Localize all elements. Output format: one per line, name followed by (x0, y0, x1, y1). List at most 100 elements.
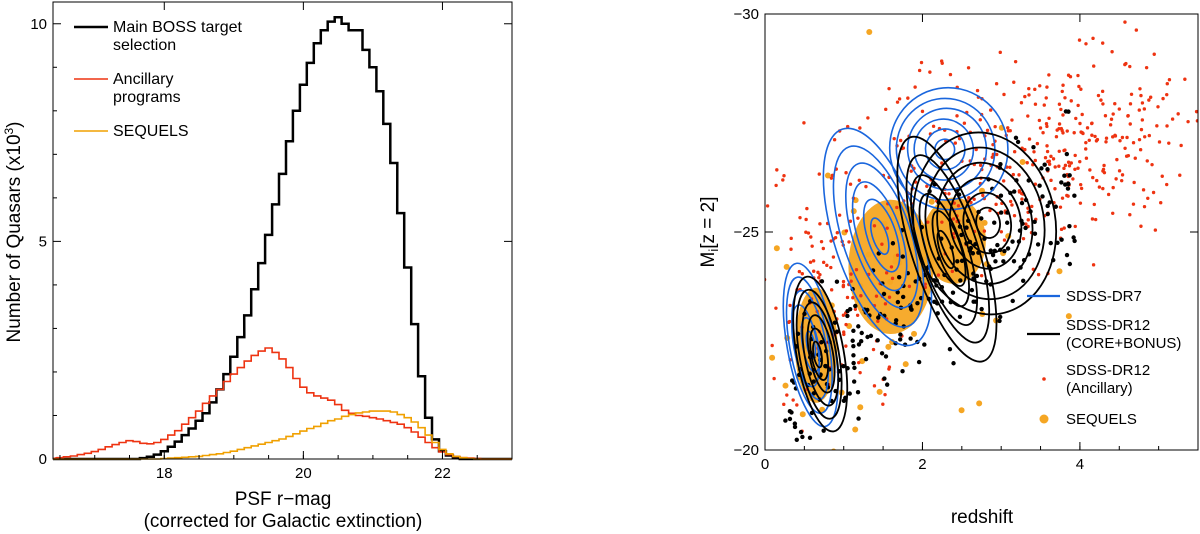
ancillary-point (772, 376, 776, 381)
ancillary-point (1020, 197, 1024, 201)
ancillary-point (1057, 102, 1062, 106)
ancillary-point (837, 213, 842, 217)
right-y-tick-label: −25 (734, 224, 759, 241)
ancillary-point (857, 360, 861, 365)
dr12-point (1032, 219, 1037, 225)
ancillary-point (1044, 122, 1049, 126)
ancillary-point (800, 272, 804, 276)
ancillary-point (871, 347, 876, 352)
ancillary-point (829, 265, 833, 270)
left-y-axis-label-close: ) (4, 121, 25, 127)
ancillary-point (982, 229, 987, 233)
dr12-point (1045, 211, 1050, 217)
ancillary-point (787, 320, 791, 325)
dr12-point (1001, 259, 1006, 264)
ancillary-point (1084, 156, 1089, 160)
ancillary-point (1090, 217, 1095, 221)
ancillary-point (1043, 156, 1048, 160)
left-plot-area (52, 15, 512, 461)
dr12-point (1065, 186, 1071, 191)
ancillary-point (907, 284, 912, 289)
ancillary-point (895, 205, 899, 210)
dr12-point (819, 340, 824, 345)
ancillary-point (1061, 113, 1065, 117)
ancillary-point (1045, 149, 1050, 154)
ancillary-point (1100, 89, 1105, 94)
sequels-point (981, 219, 988, 226)
ancillary-point (1140, 118, 1145, 122)
ancillary-point (1170, 117, 1175, 121)
ancillary-point (966, 66, 971, 70)
ancillary-point (953, 141, 958, 145)
right-y-tick-label: −30 (734, 6, 759, 23)
ancillary-point (1157, 140, 1162, 144)
ancillary-point (1139, 93, 1143, 98)
ancillary-point (887, 295, 892, 299)
dr12-point (834, 279, 840, 284)
ancillary-point (1049, 178, 1053, 183)
ancillary-point (1159, 201, 1163, 205)
ancillary-point (833, 235, 838, 240)
dr12-point (1005, 246, 1011, 251)
ancillary-point (1045, 144, 1049, 148)
ancillary-point (782, 402, 786, 407)
ancillary-point (1077, 84, 1081, 89)
ancillary-point (1091, 263, 1096, 267)
dr7-contour (888, 86, 1009, 211)
ancillary-point (1078, 182, 1083, 187)
dr12-point (852, 365, 857, 371)
ancillary-point (858, 370, 862, 375)
ancillary-point (765, 204, 770, 208)
ancillary-point (1137, 137, 1142, 142)
ancillary-point (951, 217, 956, 221)
dr12-contour (806, 314, 836, 394)
ancillary-point (844, 229, 849, 233)
dr12-point (784, 470, 788, 474)
dr12-point (979, 306, 984, 312)
right-legend-label-1: SDSS-DR12 (1066, 317, 1150, 334)
ancillary-point (1106, 192, 1111, 197)
ancillary-point (1057, 122, 1062, 126)
dr12-contour (936, 161, 1034, 285)
ancillary-point (1142, 107, 1147, 111)
dr12-point (898, 332, 903, 337)
ancillary-point (1021, 236, 1026, 241)
ancillary-point (956, 204, 961, 208)
left-y-tick-label: 5 (39, 233, 47, 250)
dr12-point (890, 241, 896, 246)
ancillary-point (1080, 112, 1084, 117)
sequels-point (831, 448, 837, 450)
ancillary-point (1111, 211, 1115, 215)
ancillary-point (849, 272, 853, 276)
dr12-contour (792, 275, 849, 433)
dr12-point (1064, 151, 1070, 157)
legend-label-1: Ancillary (113, 71, 173, 88)
dr12-point (851, 379, 857, 384)
ancillary-point (829, 176, 834, 180)
dr12-point (851, 353, 856, 358)
dr12-point (865, 334, 870, 340)
ancillary-point (967, 196, 971, 200)
ancillary-point (788, 303, 792, 308)
dr12-point (922, 342, 927, 347)
dr12-point (853, 303, 858, 309)
ancillary-point (884, 271, 889, 275)
ancillary-point (1069, 161, 1073, 165)
sequels-point (1065, 313, 1072, 320)
dr12-point (1032, 231, 1038, 236)
ancillary-point (887, 365, 892, 369)
left-x-tick-label: 22 (434, 465, 451, 482)
ancillary-point (752, 328, 755, 331)
dr12-point (1045, 203, 1050, 209)
ancillary-point (1085, 126, 1090, 130)
ancillary-point (1095, 137, 1100, 142)
ancillary-point (1095, 178, 1099, 183)
ancillary-point (858, 126, 862, 130)
ancillary-point (1081, 131, 1085, 136)
sequels-point (865, 251, 872, 258)
ancillary-point (857, 178, 861, 182)
ancillary-point (802, 121, 806, 125)
ancillary-point (1195, 119, 1198, 123)
right-scatter-panel: 0 2 4 −30 −25 −20 Mi[z = 2] redshift SDSS-DR7… (698, 6, 1199, 528)
dr12-point (884, 382, 890, 387)
